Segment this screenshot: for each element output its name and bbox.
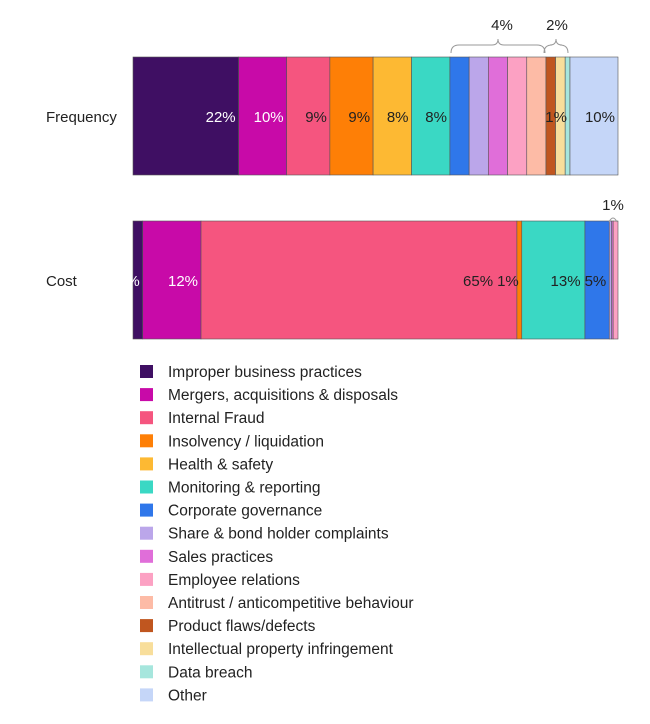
data-label: 22% <box>206 109 236 126</box>
data-label: 12% <box>168 273 198 290</box>
legend-label: Other <box>168 687 207 704</box>
data-label: 65% <box>463 273 493 290</box>
data-label: 2% <box>118 273 140 290</box>
legend-swatch <box>140 549 153 563</box>
legend-label: Intellectual property infringement <box>168 641 394 658</box>
bar-segment <box>411 56 451 176</box>
bar-segment <box>372 56 412 176</box>
bar-segment <box>488 56 508 176</box>
data-label: 9% <box>305 109 327 126</box>
legend-swatch <box>140 642 153 656</box>
bar-segment <box>521 220 586 340</box>
bar-segment <box>507 56 528 176</box>
data-label: 10% <box>254 109 284 126</box>
data-label: 5% <box>585 273 607 290</box>
legend-swatch <box>140 665 153 679</box>
legend-swatch <box>140 434 153 448</box>
legend-swatch <box>140 480 153 494</box>
legend-label: Corporate governance <box>168 503 322 520</box>
bar-segment <box>608 220 612 340</box>
bar-segment <box>238 56 287 176</box>
legend-swatch <box>140 526 153 540</box>
bar-segment <box>132 56 239 176</box>
legend-label: Antitrust / anticompetitive behaviour <box>168 595 414 612</box>
legend-swatch <box>140 596 153 609</box>
legend-label: Share & bond holder complaints <box>168 526 389 543</box>
brace-2pct <box>543 38 569 54</box>
legend-label: Health & safety <box>168 456 273 473</box>
legend-swatch <box>140 388 153 402</box>
bar-segment <box>526 56 547 176</box>
legend-swatch <box>140 411 153 425</box>
legend-label: Mergers, acquisitions & disposals <box>168 387 398 404</box>
data-label: 9% <box>348 109 370 126</box>
legend-swatch <box>140 572 153 586</box>
legend-label: Product flaws/defects <box>168 618 316 635</box>
legend-label: Improper business practices <box>168 364 362 381</box>
legend-swatch <box>140 503 153 517</box>
data-label: 8% <box>387 109 409 126</box>
legend-label: Data breach <box>168 664 252 681</box>
annotation-cost-1pct: 1% <box>602 197 624 214</box>
data-label: 8% <box>425 109 447 126</box>
data-label: 10% <box>585 109 615 126</box>
data-label: 1% <box>545 109 567 126</box>
brace-4pct <box>450 38 546 54</box>
bar-segment <box>142 220 202 340</box>
bar-segment <box>584 220 610 340</box>
legend-label: Internal Fraud <box>168 410 265 427</box>
data-label: 13% <box>551 273 581 290</box>
bar-segment <box>329 56 374 176</box>
bar-segment <box>468 56 489 176</box>
category-label-cost: Cost <box>46 273 78 290</box>
brace-cost-tail <box>608 217 618 223</box>
bar-segment <box>449 56 470 176</box>
legend-swatch <box>140 688 153 702</box>
legend-swatch <box>140 619 153 633</box>
legend-swatch <box>140 457 153 471</box>
data-label: 1% <box>497 273 519 290</box>
legend-label: Insolvency / liquidation <box>168 433 324 450</box>
legend-swatch <box>140 365 153 378</box>
legend-label: Sales practices <box>168 549 273 566</box>
annotation-2pct: 2% <box>546 17 568 34</box>
legend-label: Monitoring & reporting <box>168 480 321 497</box>
annotation-4pct: 4% <box>491 17 513 34</box>
bar-segment <box>286 56 331 176</box>
category-label-frequency: Frequency <box>46 109 117 126</box>
bar-segment <box>612 220 619 340</box>
bar-segment <box>569 56 619 176</box>
legend-label: Employee relations <box>168 572 300 589</box>
